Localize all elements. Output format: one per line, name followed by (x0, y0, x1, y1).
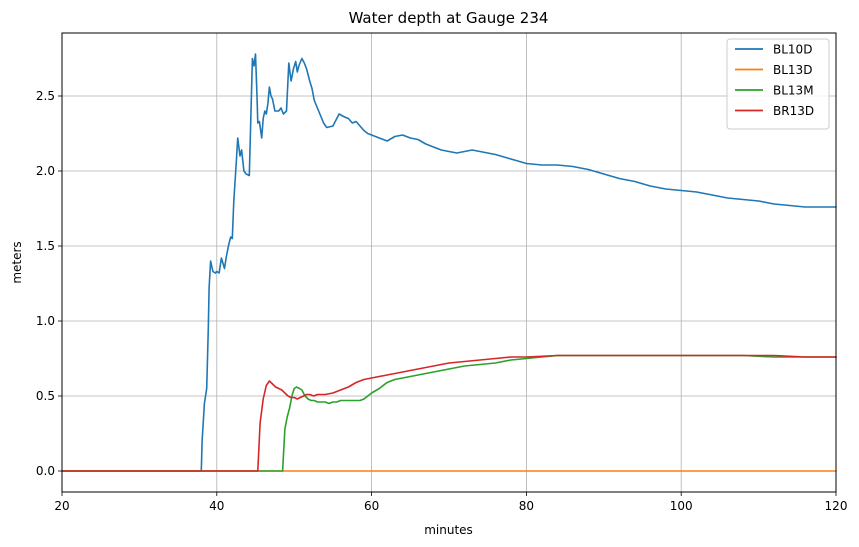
y-tick-label: 2.5 (36, 89, 55, 103)
chart-title: Water depth at Gauge 234 (349, 9, 549, 27)
x-tick-label: 120 (825, 499, 848, 513)
x-tick-label: 40 (209, 499, 224, 513)
legend: BL10D BL13D BL13M BR13D (726, 38, 830, 130)
y-tick-label: 0.5 (36, 389, 55, 403)
y-tick-label: 1.5 (36, 239, 55, 253)
legend-box (726, 38, 830, 130)
x-tick-label: 80 (519, 499, 534, 513)
y-tick-label: 1.0 (36, 314, 55, 328)
x-tick-label: 20 (54, 499, 69, 513)
plot-frame (61, 32, 837, 493)
legend-label: BR13D (773, 104, 814, 118)
series-lines (61, 53, 837, 472)
x-axis-ticks: 20 40 60 80 100 120 (54, 492, 847, 513)
legend-label: BL10D (773, 43, 812, 57)
series-line-bl10d (61, 53, 837, 472)
legend-label: BL13M (773, 84, 814, 98)
y-tick-label: 2.0 (36, 164, 55, 178)
x-tick-label: 100 (670, 499, 693, 513)
x-tick-label: 60 (364, 499, 379, 513)
y-axis-ticks: 0.0 0.5 1.0 1.5 2.0 2.5 (36, 89, 62, 478)
y-axis-label: meters (10, 241, 24, 283)
legend-label: BL13D (773, 63, 812, 77)
x-axis-label: minutes (424, 523, 473, 537)
y-tick-label: 0.0 (36, 464, 55, 478)
series-line-br13d (61, 354, 837, 472)
